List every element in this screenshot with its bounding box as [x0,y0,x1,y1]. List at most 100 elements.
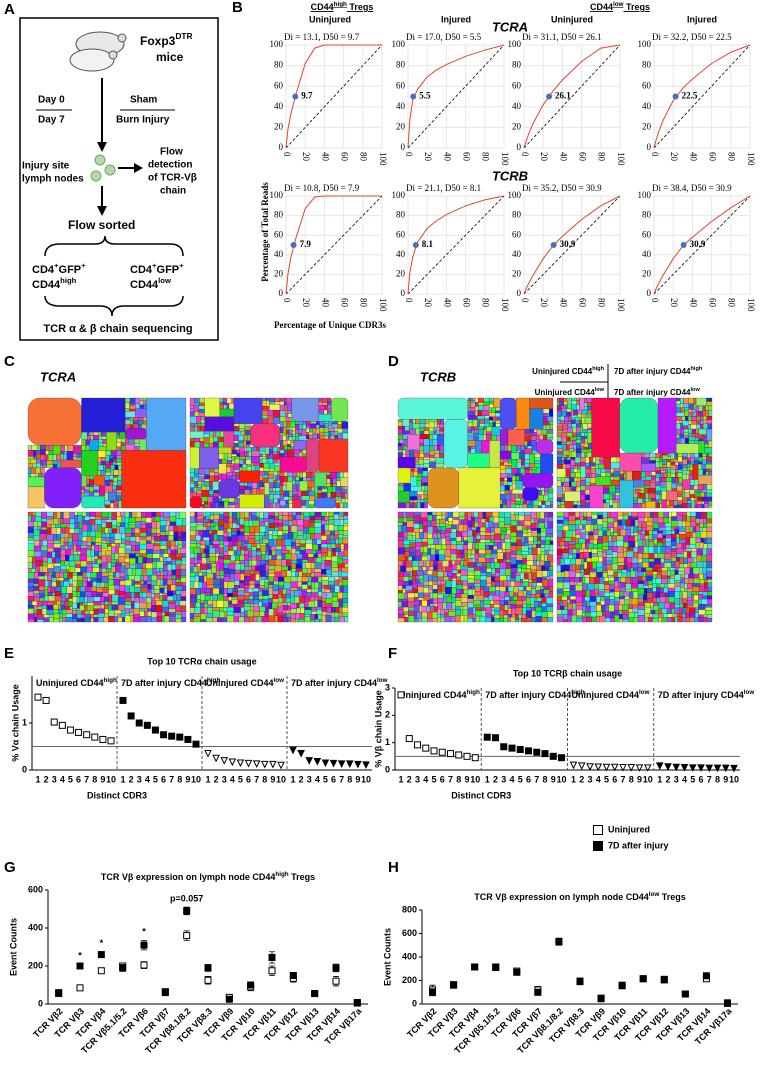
treemap-tile [35,516,42,522]
treemap-tile [670,469,676,474]
treemap-tile [437,580,441,586]
treemap-tile [84,486,90,490]
treemap-tile [251,543,257,547]
treemap-tile [675,461,679,466]
treemap-tile [338,581,343,586]
treemap-tile [116,431,120,436]
treemap-tile [590,605,597,613]
treemap-tile [142,397,147,401]
treemap-tile [416,570,424,576]
treemap-tile [287,410,293,414]
treemap-tile [254,540,261,544]
treemap-tile [451,587,457,595]
treemap-tile [324,423,329,428]
treemap-tile [129,536,137,542]
treemap-tile [254,535,261,541]
treemap-tile [318,591,323,597]
treemap-tile [508,459,512,464]
treemap-tile [217,436,224,443]
treemap-tile [703,573,707,580]
treemap-tile [233,612,241,618]
treemap-tile [452,519,460,525]
treemap-tile [504,591,510,597]
treemap-tile [259,480,263,483]
treemap-tile [561,442,568,446]
treemap-tile [604,592,610,597]
treemap-tile [520,536,526,543]
treemap-tile [97,450,106,458]
treemap-tile [30,458,37,464]
treemap-tile [189,516,196,523]
y-axis-label: Percentage of Total Reads [260,182,270,282]
treemap-tile [566,397,572,402]
treemap-tile [310,596,315,602]
treemap-tile [476,526,481,533]
treemap-tile [282,435,287,441]
treemap-tile [618,582,621,588]
treemap-tile [52,445,61,455]
treemap-tile [409,496,418,501]
treemap-tile [27,608,34,615]
treemap-tile [60,527,65,534]
treemap-tile [663,553,672,560]
treemap-tile [60,511,64,520]
treemap-tile [659,503,663,509]
treemap-tile [569,564,573,572]
treemap-tile [556,410,562,417]
treemap-tile [258,599,263,602]
treemap-tile [168,600,176,605]
treemap-tile [292,436,296,441]
treemap-tile [311,606,317,612]
treemap-tile [580,446,585,450]
treemap-tile [584,452,588,458]
treemap-tile [670,538,677,542]
treemap-tile [619,610,623,615]
treemap-tile [680,582,685,588]
treemap-tile [147,584,152,590]
treemap-tile [504,596,510,601]
treemap-tile [68,598,73,602]
treemap-tile [622,514,629,521]
treemap-tile [598,591,605,597]
treemap-tile [65,549,71,556]
treemap-tile [689,466,694,471]
treemap-tile [287,515,293,521]
treemap-tile [455,600,462,607]
treemap-tile [698,405,703,412]
treemap-tile [268,539,275,547]
treemap-tile [585,457,590,464]
treemap-tile [73,456,78,461]
treemap-tile [40,445,46,450]
treemap-tile [606,549,613,556]
treemap-tile [259,453,263,458]
treemap-tile [223,568,230,574]
treemap-tile [514,581,521,587]
treemap-tile [582,429,588,433]
treemap-tile [423,592,431,597]
treemap-tile [331,548,336,553]
treemap-tile [434,450,440,454]
treemap-tile [284,445,288,450]
treemap-tile [516,532,523,537]
treemap-tile [536,536,542,541]
treemap-tile [248,556,252,561]
treemap-tile [318,405,325,410]
treemap-tile [595,476,612,486]
treemap-tile [60,560,65,566]
legend-entry: 7D after injury CD44high [614,366,703,376]
treemap-tile [310,619,316,623]
treemap-tile [124,585,130,593]
treemap-tile [314,497,337,509]
superscript: low [690,387,700,393]
treemap-tile [249,489,253,495]
treemap-tile [658,457,663,463]
treemap-tile [325,556,332,561]
treemap-tile [164,549,168,554]
treemap-tile [622,614,629,620]
treemap-tile [115,577,121,580]
treemap-tile [433,560,438,566]
treemap-tile [682,456,688,460]
treemap-tile [625,529,632,537]
treemap-tile [219,570,225,576]
treemap-tile [669,500,675,506]
